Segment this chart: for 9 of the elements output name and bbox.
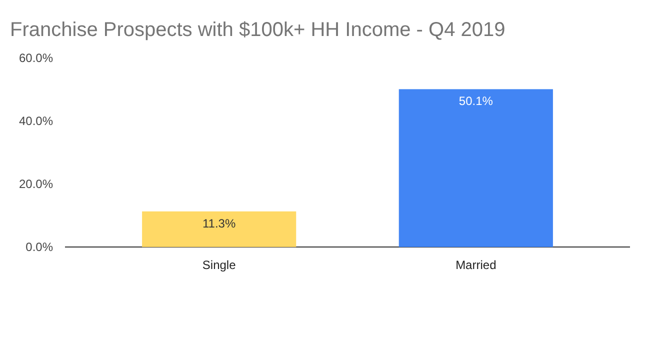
y-tick-label: 40.0% — [18, 114, 54, 128]
x-tick-label: Single — [202, 258, 236, 272]
data-label: 50.1% — [458, 94, 494, 108]
y-tick-label: 0.0% — [26, 240, 54, 254]
x-tick-label: Married — [456, 258, 496, 272]
y-tick-label: 60.0% — [18, 51, 54, 65]
data-label: 11.3% — [202, 216, 236, 230]
chart-title: Franchise Prospects with $100k+ HH Income - Q4 2019 — [10, 19, 506, 41]
y-tick-label: 20.0% — [18, 177, 54, 191]
